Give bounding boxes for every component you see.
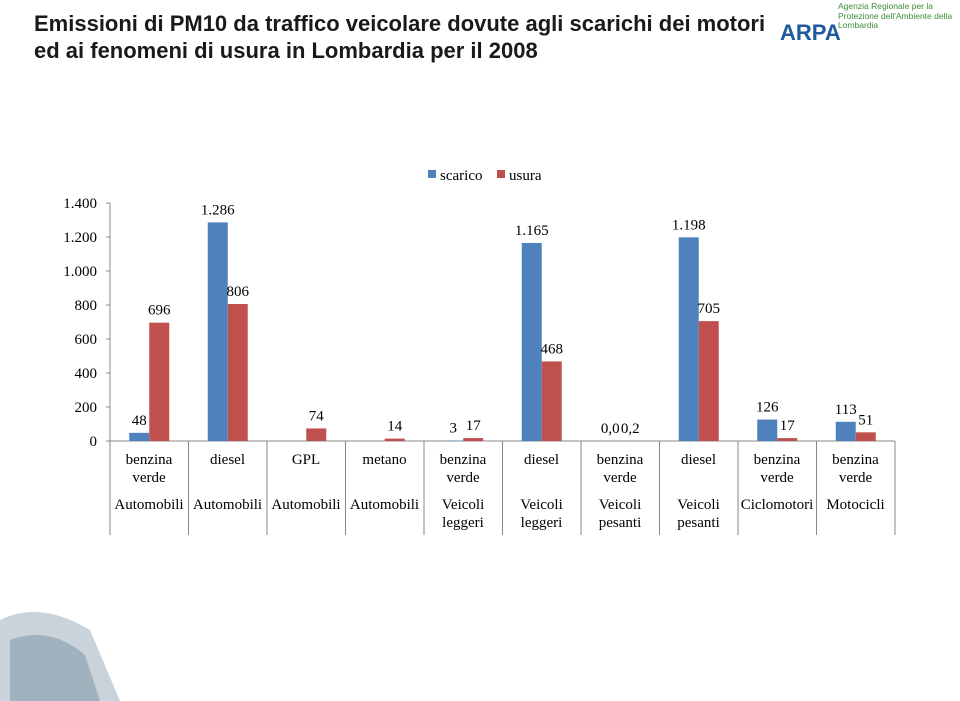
logo: ARPA Agenzia Regionale per la Protezione… — [780, 1, 955, 46]
y-tick-label: 200 — [75, 400, 98, 416]
bar — [855, 432, 876, 441]
chart-area — [55, 160, 910, 540]
bar — [149, 322, 170, 441]
x-group-label: Veicoli pesanti — [598, 497, 642, 531]
y-tick-label: 400 — [75, 366, 98, 382]
value-label: 1.198 — [672, 217, 706, 233]
value-label: 468 — [541, 341, 564, 357]
y-tick-label: 800 — [75, 298, 98, 314]
slide-title: Emissioni di PM10 da traffico veicolare … — [34, 11, 766, 63]
x-tick-label: diesel — [524, 452, 559, 468]
value-label: 1.165 — [515, 223, 549, 239]
y-tick-label: 0 — [90, 434, 98, 450]
bar — [463, 438, 484, 441]
bar — [541, 361, 562, 441]
bar — [777, 438, 798, 441]
value-label: 17 — [466, 418, 482, 434]
bar — [384, 438, 405, 441]
value-label: 126 — [756, 400, 779, 416]
legend-swatch — [497, 170, 505, 178]
value-label: 0,0 — [601, 421, 620, 437]
legend-label: usura — [509, 168, 542, 184]
value-label: 696 — [148, 303, 171, 319]
x-group-label: Ciclomotori — [740, 497, 814, 513]
logo-subtitle: Agenzia Regionale per la Protezione dell… — [838, 1, 953, 30]
x-tick-label: benzina verde — [439, 452, 487, 486]
x-tick-label: metano — [362, 452, 407, 468]
value-label: 0,2 — [621, 421, 640, 437]
x-tick-label: diesel — [681, 452, 716, 468]
bar — [678, 237, 699, 441]
y-tick-label: 1.200 — [63, 230, 97, 246]
x-group-label: Veicoli leggeri — [441, 497, 485, 531]
bar — [757, 419, 778, 441]
value-label: 1.286 — [201, 202, 235, 218]
bar — [227, 303, 248, 441]
legend-label: scarico — [440, 168, 482, 184]
value-label: 705 — [698, 301, 721, 317]
bar — [129, 432, 150, 441]
x-tick-label: benzina verde — [125, 452, 173, 486]
x-tick-label: benzina verde — [596, 452, 644, 486]
value-label: 113 — [835, 402, 857, 418]
x-group-label: Veicoli leggeri — [520, 497, 563, 531]
x-group-label: Automobili — [271, 497, 341, 513]
x-tick-label: benzina verde — [832, 452, 879, 486]
x-tick-label: diesel — [210, 452, 245, 468]
x-group-label: Automobili — [349, 497, 420, 513]
x-group-label: Veicoli pesanti — [677, 497, 720, 531]
value-label: 74 — [309, 408, 325, 424]
value-label: 17 — [780, 418, 796, 434]
bar — [698, 321, 719, 441]
value-label: 3 — [450, 420, 458, 436]
value-label: 806 — [227, 284, 250, 300]
value-label: 51 — [858, 412, 873, 428]
value-label: 14 — [387, 419, 403, 435]
x-group-label: Automobili — [114, 497, 184, 513]
bar — [207, 222, 228, 441]
logo-name: ARPA — [780, 20, 841, 45]
y-tick-label: 600 — [75, 332, 98, 348]
legend-swatch — [428, 170, 436, 178]
value-label: 48 — [132, 413, 147, 429]
y-tick-label: 1.000 — [63, 264, 97, 280]
y-tick-label: 1.400 — [63, 196, 97, 212]
bar — [443, 440, 464, 441]
decoration — [0, 612, 120, 701]
x-tick-label: benzina verde — [753, 452, 801, 486]
bar — [306, 428, 327, 441]
bar — [521, 242, 542, 441]
bar — [835, 421, 856, 441]
x-tick-label: GPL — [291, 452, 321, 468]
x-group-label: Automobili — [192, 497, 263, 513]
x-group-label: Motocicli — [826, 497, 885, 513]
